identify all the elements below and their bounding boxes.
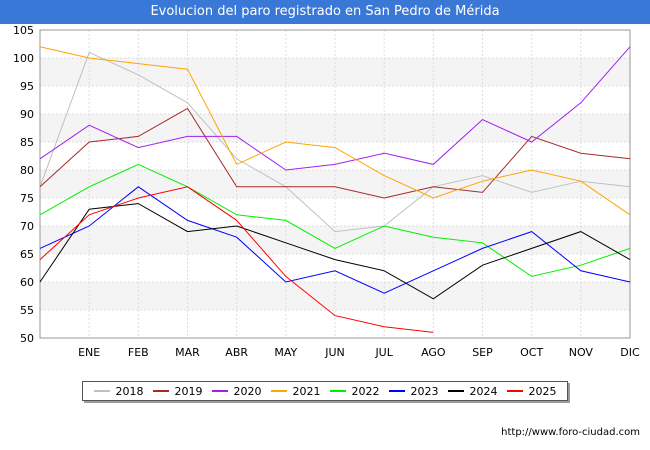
x-tick-label: SEP (472, 346, 493, 359)
y-tick-label: 65 (20, 248, 34, 261)
legend-item-2024: 2024 (447, 384, 498, 398)
y-tick-label: 85 (20, 136, 34, 149)
x-tick-label: JUN (324, 346, 345, 359)
legend-swatch (388, 390, 405, 392)
series-line-2025 (39, 186, 434, 333)
y-tick-label: 90 (20, 108, 34, 121)
series-line-2020 (39, 46, 631, 171)
legend-swatch (447, 390, 464, 392)
legend-label: 2020 (233, 384, 262, 398)
series-line-2023 (39, 186, 631, 294)
x-tick-label: NOV (569, 346, 594, 359)
plot-frame (39, 29, 631, 339)
legend-swatch (506, 390, 523, 392)
x-tick-label: FEB (128, 346, 149, 359)
series-line-2019 (39, 107, 631, 199)
legend-item-2019: 2019 (152, 384, 203, 398)
y-tick-label: 70 (20, 220, 34, 233)
x-tick-label: ENE (78, 346, 100, 359)
legend-label: 2023 (410, 384, 439, 398)
x-tick-label: JUL (374, 346, 393, 359)
chart-title: Evolucion del paro registrado en San Ped… (0, 0, 650, 24)
legend-swatch (211, 390, 228, 392)
x-tick-label: MAY (274, 346, 297, 359)
legend-item-2022: 2022 (329, 384, 380, 398)
y-tick-label: 95 (20, 80, 34, 93)
legend-label: 2025 (528, 384, 557, 398)
y-tick-label: 60 (20, 276, 34, 289)
x-tick-label: OCT (520, 346, 543, 359)
legend-item-2018: 2018 (93, 384, 144, 398)
legend-item-2025: 2025 (506, 384, 557, 398)
y-tick-label: 105 (13, 24, 34, 37)
source-url: http://www.foro-ciudad.com (501, 427, 640, 438)
legend-swatch (152, 390, 169, 392)
series-line-2022 (39, 163, 631, 277)
y-tick-label: 50 (20, 332, 34, 345)
legend-label: 2018 (115, 384, 144, 398)
legend-label: 2021 (292, 384, 321, 398)
legend-label: 2024 (469, 384, 498, 398)
x-tick-label: MAR (175, 346, 200, 359)
y-tick-label: 100 (13, 52, 34, 65)
series-line-2021 (39, 46, 631, 216)
y-tick-label: 80 (20, 164, 34, 177)
legend-swatch (329, 390, 346, 392)
legend-swatch (270, 390, 287, 392)
series-line-2024 (39, 203, 631, 300)
x-tick-label: DIC (620, 346, 640, 359)
x-tick-label: ABR (225, 346, 248, 359)
legend-label: 2022 (351, 384, 380, 398)
legend-swatch (93, 390, 110, 392)
x-tick-label: AGO (421, 346, 446, 359)
legend-label: 2019 (174, 384, 203, 398)
y-tick-label: 75 (20, 192, 34, 205)
y-tick-label: 55 (20, 304, 34, 317)
legend-item-2023: 2023 (388, 384, 439, 398)
legend-item-2021: 2021 (270, 384, 321, 398)
legend: 2018 2019 2020 2021 2022 2023 2024 2025 (82, 381, 568, 401)
legend-item-2020: 2020 (211, 384, 262, 398)
series-line-2018 (39, 51, 631, 233)
